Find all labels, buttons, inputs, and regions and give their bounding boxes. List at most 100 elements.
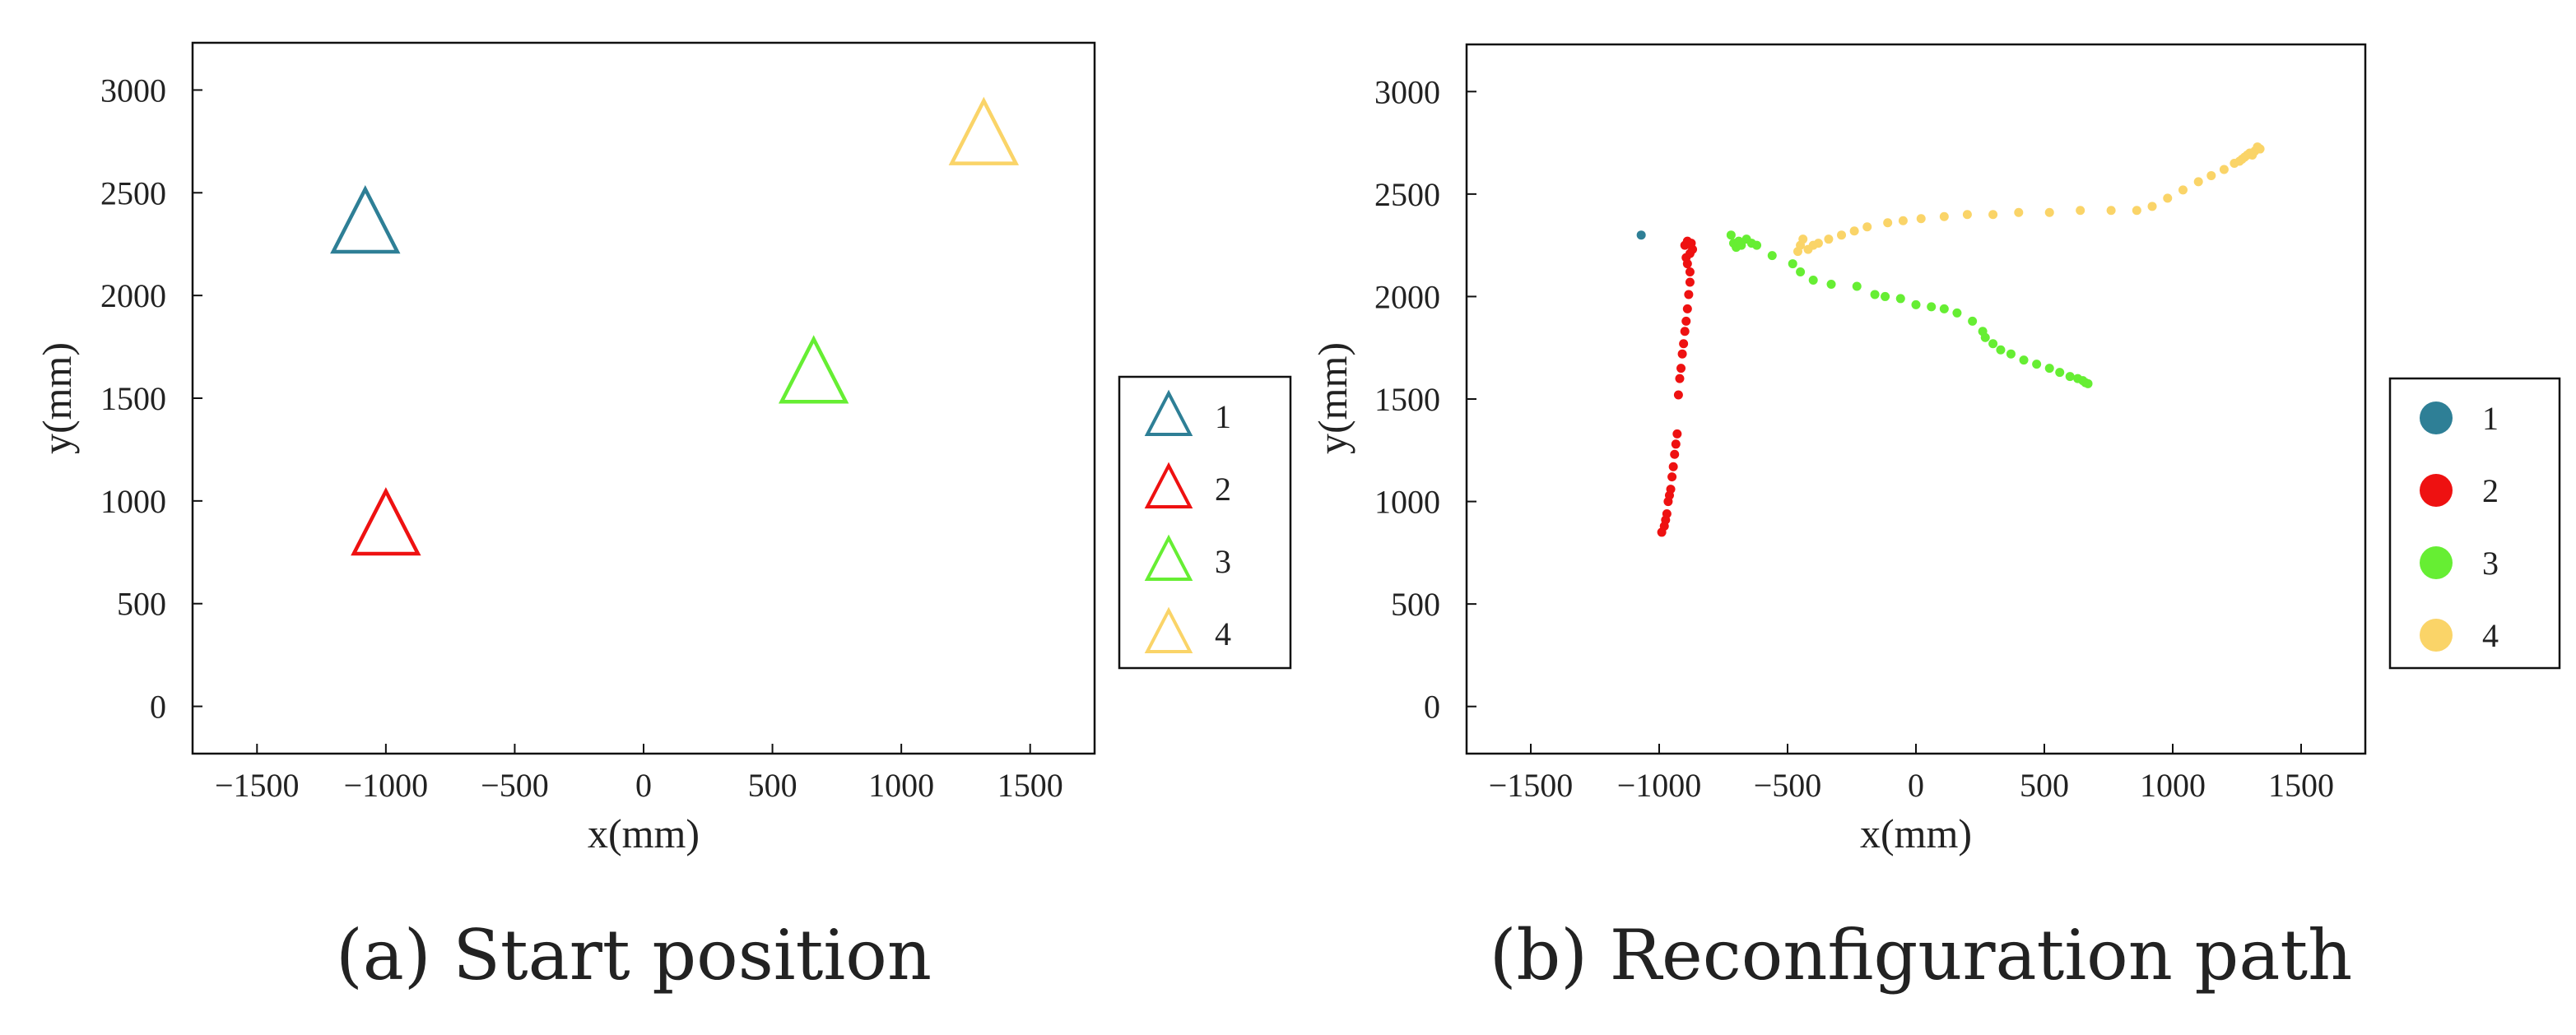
dot-marker-series-2 bbox=[1673, 390, 1683, 400]
legend-box-b bbox=[2388, 377, 2561, 670]
panel-start-position: −1500 −1000 −500 0 500 1000 1500 0 500 1000 1500 2… bbox=[34, 41, 1292, 996]
dot-marker-series-2 bbox=[1680, 327, 1690, 336]
data-marks-b bbox=[1636, 142, 2265, 537]
y-tick-label-b: 1500 bbox=[1374, 381, 1440, 418]
dot-marker-series-3 bbox=[1988, 339, 1998, 349]
axis-ticks-a bbox=[193, 89, 1031, 754]
x-tick-label-b: −500 bbox=[1754, 767, 1822, 804]
legend-triangle-icon-3 bbox=[1144, 534, 1193, 581]
x-tick-label-a: 1000 bbox=[868, 767, 934, 804]
dot-marker-series-3 bbox=[1767, 251, 1777, 261]
dot-marker-series-3 bbox=[1870, 290, 1880, 299]
x-axis-label-a: x(mm) bbox=[588, 810, 700, 856]
dot-marker-series-3 bbox=[1826, 279, 1836, 289]
legend-triangle-icon-2 bbox=[1144, 462, 1193, 508]
legend-b: 1 2 3 4 bbox=[2420, 400, 2499, 654]
legend-label-2: 2 bbox=[1215, 471, 1231, 508]
dot-marker-series-3 bbox=[2006, 349, 2016, 359]
dot-marker-series-3 bbox=[2065, 372, 2075, 382]
dot-marker-series-2 bbox=[1662, 509, 1672, 519]
dot-marker-series-2 bbox=[1677, 349, 1687, 359]
dot-marker-series-2 bbox=[1668, 462, 1678, 471]
x-tick-label-a: −1500 bbox=[215, 767, 300, 804]
dot-marker-series-4 bbox=[2163, 193, 2173, 203]
dot-marker-series-3 bbox=[1911, 299, 1921, 309]
triangle-marker-series-3 bbox=[778, 335, 849, 404]
dot-marker-series-2 bbox=[1666, 485, 1676, 494]
dot-marker-series-3 bbox=[1737, 240, 1746, 250]
legend-a: 1 2 3 4 bbox=[1144, 389, 1231, 653]
dot-marker-series-4 bbox=[2014, 207, 2024, 217]
y-tick-label-a: 1500 bbox=[100, 380, 166, 417]
dot-marker-series-4 bbox=[1824, 234, 1834, 244]
legend-dot-icon-1 bbox=[2420, 401, 2453, 434]
y-tick-label-a: 3000 bbox=[100, 72, 166, 109]
dot-marker-series-4 bbox=[2206, 170, 2216, 180]
dot-marker-series-2 bbox=[1686, 239, 1696, 248]
y-tick-labels-a: 0 500 1000 1500 2000 2500 3000 bbox=[100, 72, 166, 725]
dot-marker-series-4 bbox=[2253, 142, 2262, 152]
dot-marker-series-4 bbox=[1849, 226, 1859, 236]
dot-marker-series-3 bbox=[1852, 281, 1862, 291]
dot-marker-series-2 bbox=[1675, 374, 1685, 383]
dot-marker-series-4 bbox=[2044, 207, 2054, 217]
dot-marker-series-3 bbox=[1980, 332, 1990, 342]
dot-marker-series-3 bbox=[1968, 316, 1978, 326]
dot-marker-series-4 bbox=[2147, 202, 2157, 211]
triangle-marker-series-2 bbox=[351, 487, 421, 556]
dot-marker-series-4 bbox=[1883, 218, 1893, 228]
legend-label-4: 4 bbox=[2482, 617, 2499, 654]
dot-marker-series-4 bbox=[2106, 206, 2116, 216]
legend-dot-icon-3 bbox=[2420, 546, 2453, 579]
x-tick-label-a: 0 bbox=[635, 767, 652, 804]
dot-marker-series-3 bbox=[2032, 360, 2042, 369]
y-tick-label-a: 1000 bbox=[100, 483, 166, 520]
x-tick-label-b: −1000 bbox=[1617, 767, 1702, 804]
dot-marker-series-2 bbox=[1676, 364, 1686, 374]
legend-label-3: 3 bbox=[1215, 543, 1231, 580]
dot-marker-series-4 bbox=[2076, 206, 2085, 216]
dot-marker-series-3 bbox=[2083, 378, 2093, 388]
dot-marker-series-4 bbox=[1939, 211, 1949, 221]
x-tick-label-a: −1000 bbox=[344, 767, 429, 804]
x-tick-label-b: 1000 bbox=[2140, 767, 2206, 804]
dot-marker-series-2 bbox=[1670, 449, 1680, 459]
x-tick-label-a: 500 bbox=[748, 767, 797, 804]
legend-label-2: 2 bbox=[2482, 472, 2499, 509]
dot-marker-series-3 bbox=[1726, 230, 1736, 240]
x-axis-label-b: x(mm) bbox=[1860, 810, 1972, 856]
dot-marker-series-3 bbox=[1788, 259, 1797, 269]
dot-marker-series-2 bbox=[1684, 290, 1694, 299]
dot-marker-series-3 bbox=[1927, 302, 1937, 312]
dot-marker-series-2 bbox=[1685, 267, 1695, 277]
legend-label-1: 1 bbox=[1215, 398, 1231, 435]
axis-ticks-b bbox=[1467, 91, 2302, 754]
panel-reconfiguration-path: −1500 −1000 −500 0 500 1000 1500 0 500 1000 1500 2… bbox=[1309, 43, 2561, 996]
dot-marker-series-3 bbox=[1895, 294, 1905, 304]
dot-marker-series-3 bbox=[1952, 308, 1962, 318]
dot-marker-series-4 bbox=[1898, 216, 1908, 225]
dot-marker-series-1 bbox=[1636, 230, 1646, 240]
legend-label-3: 3 bbox=[2482, 545, 2499, 582]
y-tick-label-b: 500 bbox=[1391, 586, 1440, 623]
dot-marker-series-4 bbox=[1962, 210, 1972, 220]
triangle-marker-series-4 bbox=[948, 96, 1020, 165]
dot-marker-series-3 bbox=[1796, 267, 1806, 277]
dot-marker-series-3 bbox=[1808, 276, 1818, 285]
dot-marker-series-3 bbox=[1996, 345, 2006, 355]
x-tick-label-b: 0 bbox=[1908, 767, 1924, 804]
x-tick-label-b: 1500 bbox=[2268, 767, 2334, 804]
dot-marker-series-4 bbox=[1862, 222, 1872, 232]
y-tick-label-b: 2500 bbox=[1374, 176, 1440, 213]
dot-marker-series-2 bbox=[1681, 316, 1691, 326]
dot-marker-series-4 bbox=[2219, 165, 2229, 174]
y-tick-label-a: 500 bbox=[117, 586, 166, 623]
legend-box-a bbox=[1118, 375, 1292, 670]
dot-marker-series-4 bbox=[1837, 230, 1847, 240]
data-marks-a bbox=[330, 96, 1020, 556]
dot-marker-series-3 bbox=[1939, 304, 1949, 313]
legend-dot-icon-4 bbox=[2420, 619, 2453, 652]
dot-marker-series-3 bbox=[2055, 368, 2065, 378]
dot-marker-series-2 bbox=[1679, 339, 1689, 349]
